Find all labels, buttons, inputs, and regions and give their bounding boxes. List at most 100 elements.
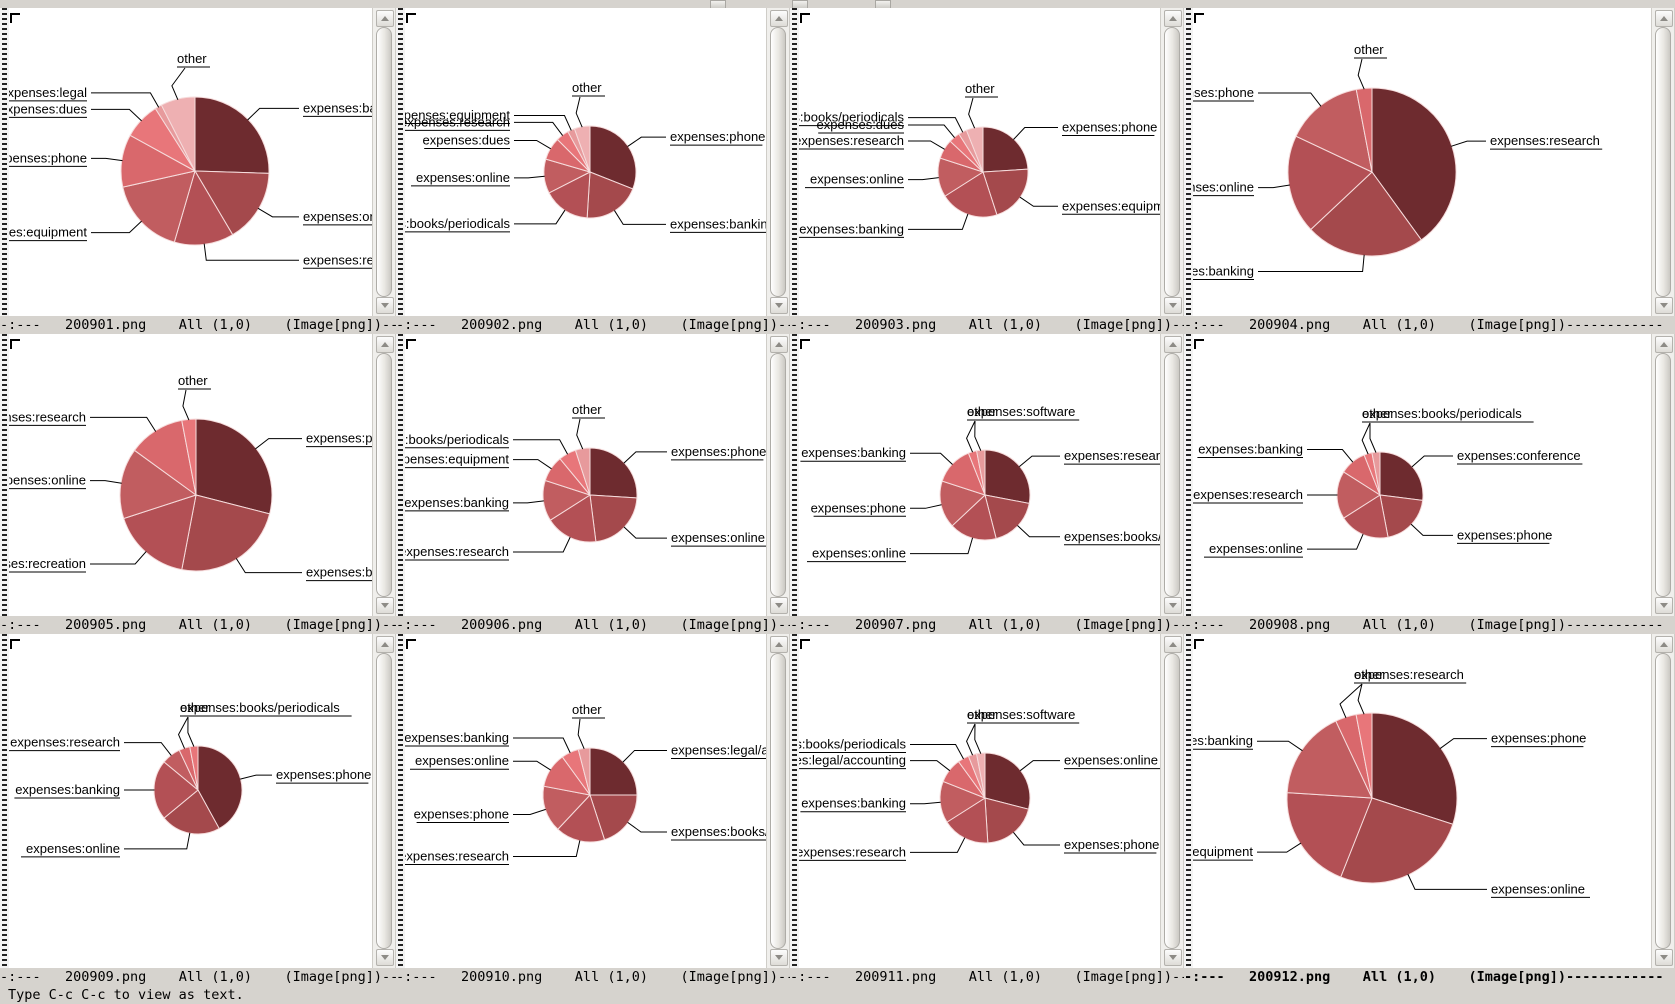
scrollbar-thumb[interactable] [770, 353, 786, 597]
window-fringe [396, 634, 405, 968]
mode-line-200906[interactable]: -:--- 200906.png All (1,0) (Image[png])-… [396, 616, 790, 634]
emacs-window-200905[interactable]: expenses:phone expenses:banking expenses:r… [0, 334, 396, 634]
image-pane: expenses:legal/accounting expenses:books/… [396, 634, 790, 968]
pie-label: expenses:banking [405, 730, 509, 745]
scroll-up-arrow-icon[interactable] [1164, 10, 1182, 27]
scroll-down-arrow-icon[interactable] [376, 597, 394, 614]
scrollbar-thumb[interactable] [376, 353, 392, 597]
mode-line-200905[interactable]: -:--- 200905.png All (1,0) (Image[png])-… [0, 616, 396, 634]
window-fringe [790, 334, 799, 616]
scrollbar-thumb[interactable] [1164, 27, 1180, 297]
scroll-up-arrow-icon[interactable] [1164, 636, 1182, 653]
pie-label: expenses:legal/accounting [799, 753, 906, 768]
emacs-window-200909[interactable]: expenses:phone expenses:online expenses:ba… [0, 634, 396, 986]
emacs-window-200904[interactable]: expenses:research expenses:banking expense… [1184, 8, 1675, 334]
emacs-window-200901[interactable]: expenses:banking expenses:online expenses:… [0, 8, 396, 334]
emacs-window-200908[interactable]: expenses:conference expenses:phone expense… [1184, 334, 1675, 634]
mode-line-200911[interactable]: -:--- 200911.png All (1,0) (Image[png])-… [790, 968, 1184, 986]
vertical-scrollbar[interactable] [766, 334, 790, 616]
scroll-up-arrow-icon[interactable] [1655, 636, 1673, 653]
pie-label: other [967, 404, 997, 419]
scroll-down-arrow-icon[interactable] [770, 597, 788, 614]
echo-area: Type C-c C-c to view as text. [0, 986, 1675, 1004]
scroll-down-arrow-icon[interactable] [1655, 597, 1673, 614]
vertical-scrollbar[interactable] [766, 634, 790, 968]
mode-line-200909[interactable]: -:--- 200909.png All (1,0) (Image[png])-… [0, 968, 396, 986]
scrollbar-thumb[interactable] [376, 27, 392, 297]
scroll-up-arrow-icon[interactable] [376, 10, 394, 27]
pie-chart-image: expenses:phone expenses:equipment expenses… [799, 8, 1162, 316]
vertical-scrollbar[interactable] [1651, 634, 1675, 968]
pie-label: expenses:research [1354, 667, 1464, 682]
scroll-down-arrow-icon[interactable] [1164, 597, 1182, 614]
scroll-down-arrow-icon[interactable] [770, 949, 788, 966]
scroll-down-arrow-icon[interactable] [1164, 297, 1182, 314]
scroll-up-arrow-icon[interactable] [376, 336, 394, 353]
pie-label: expenses:books/periodicals [799, 737, 906, 752]
emacs-window-200907[interactable]: expenses:research expenses:books/periodic… [790, 334, 1184, 634]
mode-line-200912[interactable]: -:--- 200912.png All (1,0) (Image[png])-… [1184, 968, 1675, 986]
vertical-scrollbar[interactable] [1160, 634, 1184, 968]
emacs-window-200911[interactable]: expenses:online expenses:phone expenses:re… [790, 634, 1184, 986]
pie-label: expenses:banking [303, 100, 374, 115]
scroll-down-arrow-icon[interactable] [376, 297, 394, 314]
pie-chart-image: expenses:phone expenses:online expenses:re… [405, 334, 768, 616]
vertical-scrollbar[interactable] [766, 8, 790, 316]
emacs-window-200912[interactable]: expenses:phone expenses:online expenses:eq… [1184, 634, 1675, 986]
pie-label: expenses:equipment [1062, 198, 1162, 213]
emacs-window-200910[interactable]: expenses:legal/accounting expenses:books/… [396, 634, 790, 986]
mode-line-200901[interactable]: -:--- 200901.png All (1,0) (Image[png])-… [0, 316, 396, 334]
scrollbar-thumb[interactable] [770, 27, 786, 297]
scroll-up-arrow-icon[interactable] [1164, 336, 1182, 353]
window-fringe [396, 8, 405, 316]
scroll-down-arrow-icon[interactable] [376, 949, 394, 966]
scroll-down-arrow-icon[interactable] [1655, 949, 1673, 966]
scroll-down-arrow-icon[interactable] [1655, 297, 1673, 314]
pie-chart-image: expenses:phone expenses:online expenses:eq… [1193, 634, 1653, 968]
pie-label: expenses:banking [1198, 442, 1303, 457]
pie-label: expenses:online [416, 170, 510, 185]
pie-label: other [178, 373, 208, 388]
scrollbar-thumb[interactable] [376, 653, 392, 949]
scrollbar-thumb[interactable] [1164, 353, 1180, 597]
vertical-scrollbar[interactable] [372, 634, 396, 968]
scroll-up-arrow-icon[interactable] [1655, 336, 1673, 353]
emacs-window-200902[interactable]: expenses:phone expenses:banking expenses:b… [396, 8, 790, 334]
vertical-scrollbar[interactable] [1160, 8, 1184, 316]
pie-label: expenses:online [415, 753, 509, 768]
scrollbar-thumb[interactable] [770, 653, 786, 949]
scroll-down-arrow-icon[interactable] [1164, 949, 1182, 966]
pie-label: expenses:books/periodicals [671, 824, 768, 839]
scrollbar-thumb[interactable] [1655, 653, 1671, 949]
pie-label: other [177, 51, 207, 66]
mode-line-200903[interactable]: -:--- 200903.png All (1,0) (Image[png])-… [790, 316, 1184, 334]
scroll-up-arrow-icon[interactable] [1655, 10, 1673, 27]
pie-label: expenses:research [799, 133, 904, 148]
vertical-scrollbar[interactable] [1160, 334, 1184, 616]
scrollbar-thumb[interactable] [1655, 27, 1671, 297]
scroll-up-arrow-icon[interactable] [770, 336, 788, 353]
scroll-up-arrow-icon[interactable] [376, 636, 394, 653]
window-fringe [790, 634, 799, 968]
mode-line-200902[interactable]: -:--- 200902.png All (1,0) (Image[png])-… [396, 316, 790, 334]
vertical-scrollbar[interactable] [1651, 334, 1675, 616]
mode-line-200907[interactable]: -:--- 200907.png All (1,0) (Image[png])-… [790, 616, 1184, 634]
vertical-scrollbar[interactable] [372, 8, 396, 316]
mode-line-200904[interactable]: -:--- 200904.png All (1,0) (Image[png])-… [1184, 316, 1675, 334]
scrollbar-thumb[interactable] [1655, 353, 1671, 597]
scrollbar-thumb[interactable] [1164, 653, 1180, 949]
emacs-window-200906[interactable]: expenses:phone expenses:online expenses:re… [396, 334, 790, 634]
scroll-up-arrow-icon[interactable] [770, 10, 788, 27]
scroll-down-arrow-icon[interactable] [770, 297, 788, 314]
emacs-window-200903[interactable]: expenses:phone expenses:equipment expenses… [790, 8, 1184, 334]
image-corner-marker [800, 639, 810, 649]
mode-line-200910[interactable]: -:--- 200910.png All (1,0) (Image[png])-… [396, 968, 790, 986]
scroll-up-arrow-icon[interactable] [770, 636, 788, 653]
mode-line-200908[interactable]: -:--- 200908.png All (1,0) (Image[png])-… [1184, 616, 1675, 634]
image-corner-marker [800, 339, 810, 349]
vertical-scrollbar[interactable] [1651, 8, 1675, 316]
image-pane: expenses:phone expenses:equipment expenses… [790, 8, 1184, 316]
vertical-scrollbar[interactable] [372, 334, 396, 616]
pie-slice [984, 449, 1031, 505]
window-fringe [1184, 634, 1193, 968]
